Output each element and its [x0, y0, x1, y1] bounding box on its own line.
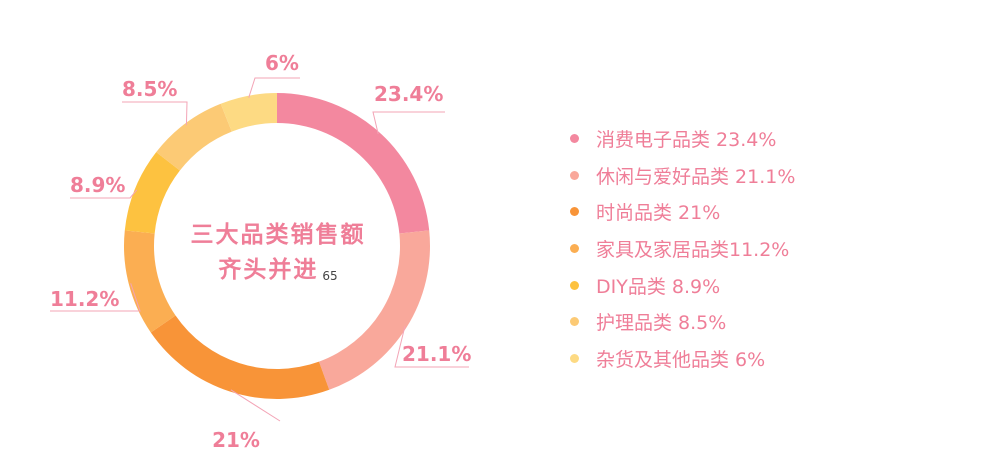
- legend-item-4: 家具及家居品类11.2%: [570, 230, 795, 267]
- donut-slice-6: [156, 103, 232, 171]
- legend-item-5: DIY品类 8.9%: [570, 267, 795, 304]
- data-label-4: 11.2%: [50, 287, 119, 311]
- legend-dot-icon: [570, 170, 579, 180]
- leader-line-6: [122, 101, 188, 126]
- data-label-3: 21%: [212, 428, 260, 452]
- legend-item-2: 休闲与爱好品类 21.1%: [570, 157, 795, 194]
- leader-line-2: [394, 326, 469, 368]
- data-label-6: 8.5%: [122, 77, 177, 101]
- chart-title-line-1: 三大品类销售额: [190, 222, 366, 248]
- chart-note: 65: [322, 269, 338, 283]
- legend-item-7: 杂货及其他品类 6%: [570, 340, 795, 377]
- legend-dot-icon: [570, 353, 579, 363]
- chart-legend: 消费电子品类 23.4% 休闲与爱好品类 21.1% 时尚品类 21% 家具及家居品类…: [570, 120, 795, 377]
- legend-item-3: 时尚品类 21%: [570, 193, 795, 230]
- chart-title-line-2: 齐头并进 65: [218, 257, 338, 283]
- donut-slice-3: [150, 315, 330, 399]
- legend-label: 家具及家居品类11.2%: [596, 238, 790, 261]
- leader-line-5: [70, 189, 138, 199]
- legend-dot-icon: [570, 280, 579, 290]
- legend-item-1: 消费电子品类 23.4%: [570, 120, 795, 157]
- data-label-2: 21.1%: [402, 342, 471, 366]
- donut-slice-7: [220, 93, 277, 132]
- legend-label: 休闲与爱好品类 21.1%: [596, 165, 796, 188]
- donut-slice-1: [277, 93, 430, 234]
- legend-dot-icon: [570, 243, 579, 253]
- legend-label: DIY品类 8.9%: [596, 275, 721, 298]
- legend-label: 护理品类 8.5%: [596, 312, 727, 335]
- donut-slice-4: [123, 230, 176, 333]
- legend-dot-icon: [570, 207, 579, 217]
- legend-dot-icon: [570, 317, 579, 327]
- chart-title: 三大品类销售额 齐头并进 65: [178, 218, 378, 288]
- data-label-1: 23.4%: [374, 82, 443, 106]
- legend-item-6: 护理品类 8.5%: [570, 303, 795, 340]
- legend-dot-icon: [570, 133, 579, 143]
- leader-line-7: [248, 77, 300, 98]
- leader-line-1: [372, 111, 445, 135]
- leader-line-4: [50, 283, 141, 312]
- data-label-5: 8.9%: [70, 173, 125, 197]
- legend-label: 消费电子品类 23.4%: [596, 128, 777, 151]
- leader-line-3: [230, 389, 281, 422]
- data-label-7: 6%: [265, 51, 299, 75]
- legend-label: 杂货及其他品类 6%: [596, 348, 766, 371]
- donut-slice-2: [318, 230, 430, 390]
- donut-slice-5: [124, 152, 180, 234]
- legend-label: 时尚品类 21%: [596, 202, 721, 225]
